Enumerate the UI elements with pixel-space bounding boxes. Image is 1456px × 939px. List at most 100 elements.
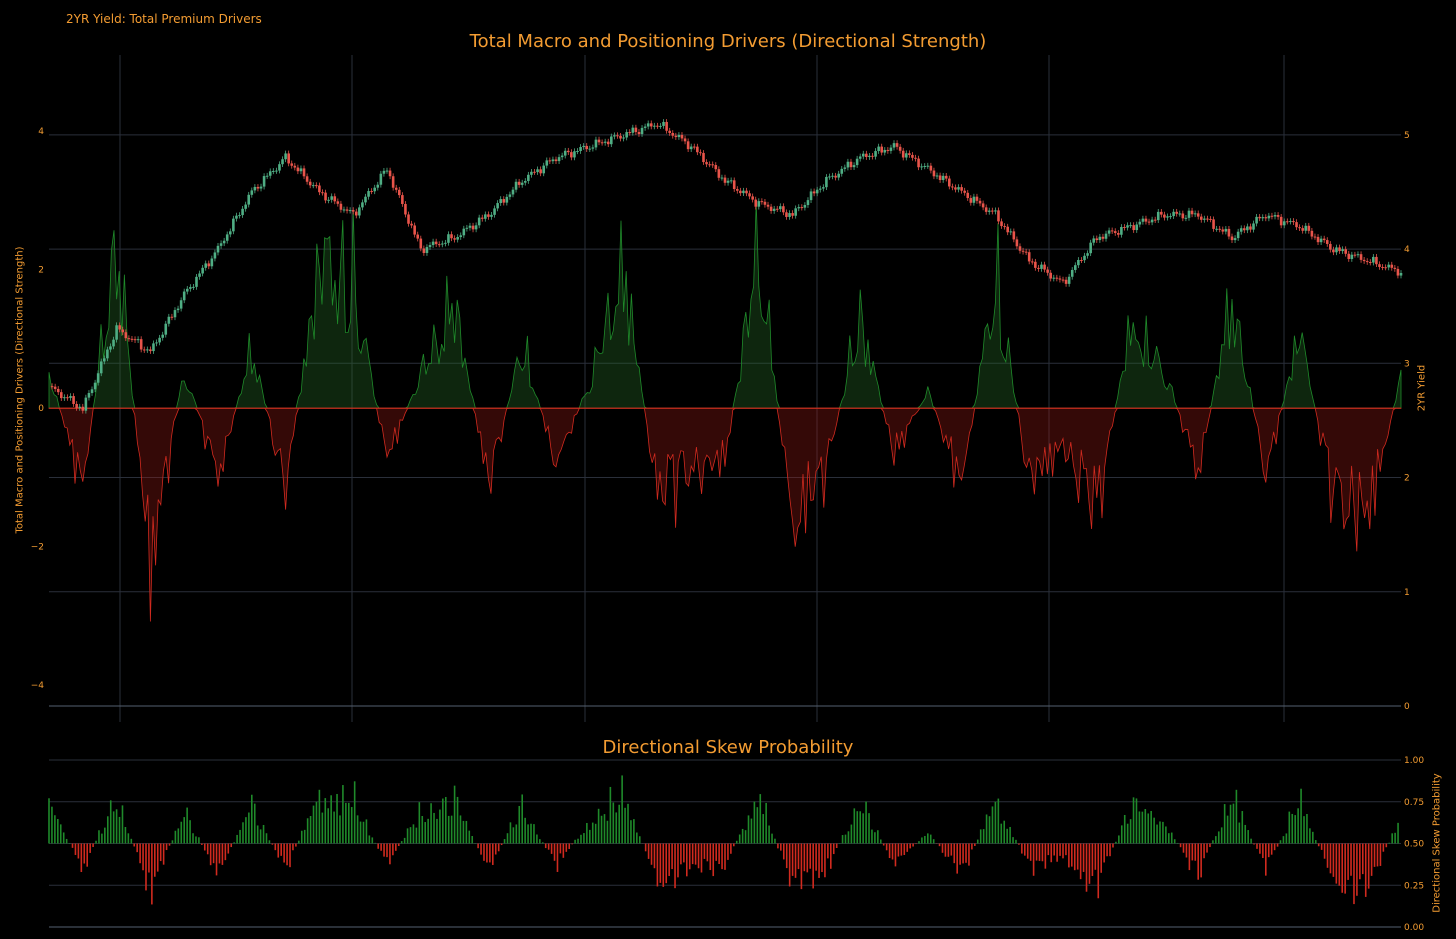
yield-candle	[1252, 223, 1255, 230]
yield-candle	[975, 196, 979, 201]
yield-candle	[1098, 236, 1102, 241]
yield-candle	[327, 199, 330, 201]
yield-candle	[597, 139, 601, 143]
yield-candle	[1000, 221, 1003, 227]
yield-candle	[311, 185, 315, 187]
yield-candle	[1003, 226, 1006, 228]
yield-candle	[649, 123, 653, 127]
yield-candle	[677, 134, 681, 138]
yield-candle	[1233, 238, 1237, 241]
yield-candle	[1301, 228, 1304, 231]
yield-candle	[262, 176, 266, 187]
yield-candle	[1187, 210, 1191, 218]
yield-candle	[499, 199, 502, 204]
yield-candle	[253, 186, 257, 191]
yield-candle	[714, 165, 718, 170]
yield-candle	[1015, 239, 1019, 247]
yield-candle	[530, 171, 533, 175]
yield-candle	[139, 339, 143, 350]
yield-candle	[1120, 226, 1123, 235]
yield-candle	[865, 153, 868, 158]
yield-candle	[948, 178, 951, 187]
yield-candle	[477, 217, 481, 226]
yield-candle	[1135, 224, 1139, 231]
yield-candle	[1329, 243, 1332, 250]
yield-candle	[886, 149, 890, 151]
skew-y-tick-label: 0.75	[1404, 798, 1424, 808]
skew-y-tick-label: 0.00	[1404, 923, 1424, 933]
yield-candle	[923, 165, 927, 167]
yield-candle	[960, 187, 963, 191]
yield-candle	[800, 207, 804, 209]
yield-candle	[149, 349, 152, 352]
yield-candle	[1390, 264, 1394, 268]
yield-candle	[351, 210, 355, 212]
yield-candle	[1295, 222, 1298, 228]
yield-candle	[536, 169, 539, 173]
yield-candle	[161, 334, 164, 338]
yield-candle	[1242, 228, 1246, 231]
yield-candle	[1070, 269, 1074, 277]
yield-candle	[1034, 261, 1037, 268]
yield-candle	[505, 196, 509, 203]
yield-candle	[711, 164, 715, 166]
yield-candle	[1052, 277, 1056, 279]
main-y-tick-label: −4	[31, 681, 45, 691]
yield-candle	[772, 208, 776, 211]
yield-candle	[1270, 215, 1274, 217]
yield-candle	[388, 170, 392, 177]
yield-candle	[404, 203, 407, 215]
app-title: 2YR Yield: Total Premium Drivers	[66, 12, 262, 26]
yield-candle	[674, 135, 678, 138]
yield-candle	[444, 242, 447, 244]
yield-candle	[610, 136, 613, 145]
yield-candle	[213, 252, 217, 259]
yield-candle	[250, 190, 254, 195]
yield-candle	[450, 234, 453, 239]
yield-candle	[904, 153, 908, 158]
yield-candle	[1359, 254, 1363, 260]
yield-candle	[932, 170, 936, 177]
yield-candle	[1107, 230, 1111, 234]
yield-candle	[745, 190, 748, 194]
yield-candle	[868, 155, 871, 158]
yield-candle	[225, 234, 229, 241]
yield-candle	[606, 141, 610, 145]
yield-candle	[1126, 225, 1129, 228]
yield-candle	[751, 196, 754, 200]
yield-candle	[1058, 278, 1062, 280]
yield-candle	[453, 238, 456, 240]
yield-candle	[880, 146, 884, 153]
yield-candle	[112, 339, 115, 347]
yield-candle	[769, 206, 773, 211]
yield-candle	[130, 338, 134, 340]
yield-candle	[785, 212, 788, 217]
yield-candle	[367, 191, 370, 197]
yield-candle	[588, 148, 592, 150]
yield-candle	[441, 243, 444, 245]
yield-candle	[951, 186, 954, 188]
yield-candle	[1150, 219, 1154, 223]
yield-candle	[238, 215, 241, 217]
yield-candle	[788, 213, 791, 217]
yield-candle	[376, 184, 380, 188]
yield-candle	[551, 159, 555, 162]
yield-candle	[563, 150, 567, 156]
strength-negative-area	[48, 407, 1402, 622]
yield-candle	[1123, 226, 1126, 228]
yield-candle	[631, 127, 635, 133]
yield-candle	[419, 238, 423, 249]
yield-candle	[991, 210, 994, 212]
yield-candle	[256, 186, 260, 189]
yield-candle	[963, 190, 966, 193]
yield-candle	[1147, 221, 1151, 223]
yield-candle	[1375, 256, 1378, 265]
yield-candle	[1338, 247, 1341, 252]
yield-candle	[348, 210, 352, 212]
yield-candle	[1040, 264, 1043, 269]
yield-candle	[1261, 217, 1265, 219]
yield-candle	[185, 288, 189, 292]
yield-candle	[1101, 236, 1105, 239]
yield-candle	[75, 403, 78, 408]
yield-candle	[1138, 221, 1142, 225]
